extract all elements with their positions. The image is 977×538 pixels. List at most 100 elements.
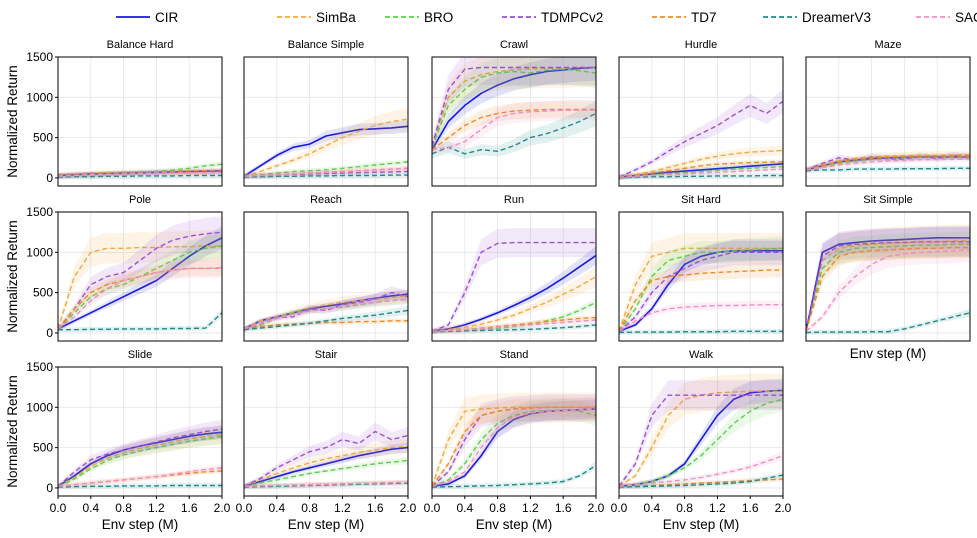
panel-frame: [805, 211, 971, 342]
x-tick-label: 0.4: [643, 501, 660, 515]
series-line-hurdle-sac: [619, 168, 783, 178]
y-tick-label: 500: [33, 131, 53, 145]
panel-frame: [57, 56, 223, 187]
band-crawl-cir: [432, 57, 596, 154]
x-tick-label: 2.0: [588, 501, 605, 515]
panel-balance-hard: Balance Hard 0 500 1000 1500: [26, 39, 223, 187]
series-line-pole-sac: [58, 266, 222, 330]
plot-area: [432, 57, 596, 159]
band-balance-hard-sac: [58, 169, 222, 179]
plot-area: [58, 216, 222, 333]
x-tick-label: 1.2: [148, 501, 165, 515]
panel-pole: Pole 0 500 1000 1500: [26, 194, 223, 342]
panel-title-slide: Slide: [128, 349, 152, 361]
y-tick-label: 1000: [26, 400, 53, 414]
legend-item-tdmpcv2: TDMPCv2: [502, 10, 603, 25]
plot-area: [619, 373, 783, 490]
legend-label-dreamerv3: DreamerV3: [802, 10, 871, 25]
band-hurdle-simba: [619, 145, 783, 180]
series-line-sit-simple-tdmpcv2: [806, 241, 970, 332]
panel-title-sit-hard: Sit Hard: [681, 194, 721, 206]
y-tick-label: 1000: [26, 90, 53, 104]
series-line-walk-sac: [619, 455, 783, 487]
band-maze-tdmpcv2: [806, 151, 970, 173]
series-line-stair-sac: [244, 481, 408, 487]
band-reach-simba: [244, 289, 408, 332]
plot-area: [58, 419, 222, 490]
panel-stand: Stand 0.0 0.4 0.8 1.2 1.6 2.0 Env step (M): [424, 349, 605, 532]
x-tick-label: 1.6: [555, 501, 572, 515]
plot-area: [58, 161, 222, 180]
legend-item-sac: SAC: [916, 10, 977, 25]
panel-run: Run: [431, 194, 597, 342]
series-line-sit-hard-cir: [619, 249, 783, 333]
y-tick-label: 0: [46, 326, 53, 340]
series-line-stand-dreamerv3: [432, 464, 596, 488]
band-sit-simple-td7: [806, 237, 970, 334]
panel-walk: Walk 0.0 0.4 0.8 1.2 1.6 2.0 Env step (M): [611, 349, 792, 532]
panel-crawl: Crawl: [431, 39, 597, 187]
plot-area: [244, 108, 408, 180]
series-line-slide-bro: [58, 435, 222, 487]
panel-title-balance-hard: Balance Hard: [107, 39, 174, 51]
series-line-balance-simple-dreamerv3: [244, 174, 408, 178]
x-tick-label: 0.0: [611, 501, 628, 515]
panel-title-walk: Walk: [689, 349, 714, 361]
band-pole-simba: [58, 230, 222, 332]
y-axis-label-row-2: Normalized Return: [5, 220, 20, 333]
y-tick-label: 0: [46, 171, 53, 185]
panels-grid: Balance Hard 0 500 1000 1500 Balance Simple Cr…: [26, 39, 971, 532]
panel-frame: [57, 366, 223, 497]
band-crawl-dreamerv3: [432, 100, 596, 159]
panel-reach: Reach: [243, 194, 409, 342]
legend-label-cir: CIR: [155, 10, 179, 25]
band-slide-cir: [58, 425, 222, 489]
series-line-sit-hard-dreamerv3: [619, 330, 783, 334]
plot-area: [619, 89, 783, 180]
x-axis-label: Env step (M): [850, 346, 927, 361]
series-line-reach-sac: [244, 298, 408, 330]
series-line-slide-tdmpcv2: [58, 428, 222, 487]
series-line-hurdle-dreamerv3: [619, 174, 783, 179]
panel-title-sit-simple: Sit Simple: [863, 194, 913, 206]
x-tick-label: 0.8: [489, 501, 506, 515]
band-pole-dreamerv3: [58, 308, 222, 333]
panel-frame: [618, 211, 784, 342]
panel-title-stand: Stand: [500, 349, 529, 361]
y-tick-label: 500: [33, 286, 53, 300]
y-axis-label-row-3: Normalized Return: [5, 375, 20, 488]
band-run-simba: [432, 266, 596, 334]
x-axis-label: Env step (M): [102, 517, 179, 532]
panel-frame: [431, 211, 597, 342]
legend-label-bro: BRO: [424, 10, 453, 25]
panel-title-pole: Pole: [129, 194, 151, 206]
panel-balance-simple: Balance Simple: [243, 39, 409, 187]
band-crawl-bro: [432, 57, 596, 152]
series-line-balance-hard-dreamerv3: [58, 174, 222, 178]
series-line-hurdle-tdmpcv2: [619, 100, 783, 178]
series-line-stand-bro: [432, 409, 596, 487]
x-tick-label: 2.0: [400, 501, 417, 515]
series-line-reach-td7: [244, 320, 408, 330]
series-line-crawl-td7: [432, 108, 596, 151]
series-line-run-simba: [432, 275, 596, 332]
panel-frame: [57, 211, 223, 342]
band-stair-tdmpcv2: [244, 422, 408, 489]
band-walk-tdmpcv2: [619, 380, 783, 489]
series-line-run-cir: [432, 254, 596, 333]
x-tick-label: 0.4: [456, 501, 473, 515]
series-line-slide-simba: [58, 434, 222, 487]
band-run-tdmpcv2: [432, 228, 596, 334]
series-line-sit-simple-bro: [806, 243, 970, 332]
band-crawl-tdmpcv2: [432, 57, 596, 151]
legend-label-tdmpcv2: TDMPCv2: [541, 10, 603, 25]
series-line-walk-tdmpcv2: [619, 394, 783, 487]
band-pole-td7: [58, 260, 222, 332]
series-line-sit-simple-td7: [806, 246, 970, 332]
panel-title-reach: Reach: [310, 194, 342, 206]
panel-sit-simple: Sit Simple Env step (M): [805, 194, 971, 361]
series-line-maze-tdmpcv2: [806, 154, 970, 171]
band-hurdle-td7: [619, 159, 783, 180]
series-line-walk-dreamerv3: [619, 474, 783, 488]
